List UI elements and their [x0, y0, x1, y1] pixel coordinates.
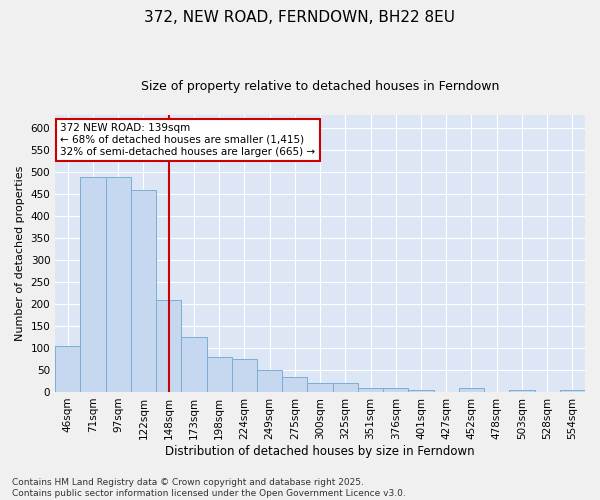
Bar: [332, 383, 358, 392]
Text: 372 NEW ROAD: 139sqm
← 68% of detached houses are smaller (1,415)
32% of semi-de: 372 NEW ROAD: 139sqm ← 68% of detached h…: [61, 124, 316, 156]
Bar: [307, 383, 332, 392]
Bar: [282, 376, 307, 392]
Bar: [55, 346, 80, 392]
Title: Size of property relative to detached houses in Ferndown: Size of property relative to detached ho…: [141, 80, 499, 93]
Text: 372, NEW ROAD, FERNDOWN, BH22 8EU: 372, NEW ROAD, FERNDOWN, BH22 8EU: [145, 10, 455, 25]
Bar: [509, 390, 535, 392]
Bar: [560, 390, 585, 392]
Bar: [459, 388, 484, 392]
Bar: [358, 388, 383, 392]
Bar: [106, 176, 131, 392]
Bar: [131, 190, 156, 392]
Bar: [383, 388, 409, 392]
Text: Contains HM Land Registry data © Crown copyright and database right 2025.
Contai: Contains HM Land Registry data © Crown c…: [12, 478, 406, 498]
Bar: [409, 390, 434, 392]
Bar: [206, 357, 232, 392]
X-axis label: Distribution of detached houses by size in Ferndown: Distribution of detached houses by size …: [165, 444, 475, 458]
Y-axis label: Number of detached properties: Number of detached properties: [15, 166, 25, 341]
Bar: [181, 337, 206, 392]
Bar: [257, 370, 282, 392]
Bar: [156, 300, 181, 392]
Bar: [80, 176, 106, 392]
Bar: [232, 359, 257, 392]
